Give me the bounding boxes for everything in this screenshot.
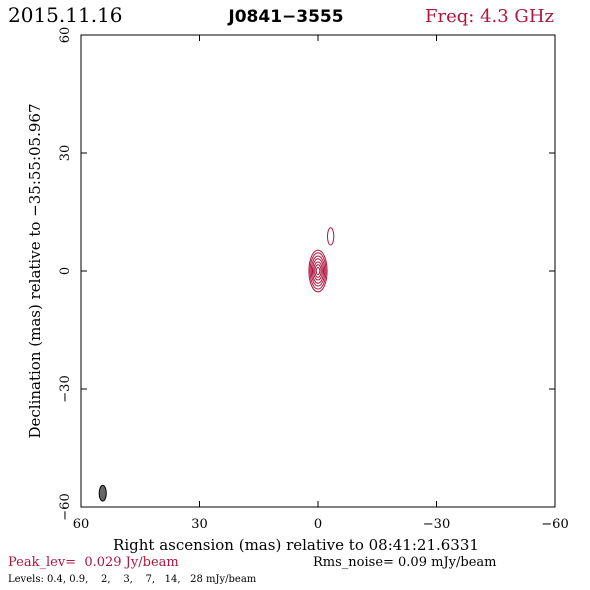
y-tick-label: −60	[58, 493, 73, 520]
x-tick-label: 60	[73, 517, 90, 532]
contour-line	[311, 258, 325, 284]
y-tick-label: −30	[58, 375, 73, 402]
rms-noise: Rms_noise= 0.09 mJy/beam	[313, 555, 496, 570]
plot-frame	[80, 34, 556, 508]
y-axis-label: Declination (mas) relative to −35:55:05.…	[26, 103, 44, 438]
beam-ellipse-group	[98, 484, 107, 502]
x-tick-labels: 60 30 0 −30 −60	[73, 517, 569, 532]
observation-date: 2015.11.16	[8, 3, 123, 27]
x-tick-label: 0	[314, 517, 322, 532]
contour-line	[309, 252, 327, 290]
y-tick-labels: 60 30 0 −30 −60	[58, 27, 73, 521]
contour-line	[326, 227, 335, 246]
source-name: J0841−3555	[227, 7, 343, 27]
contour-levels: Levels: 0.4, 0.9, 2, 3, 7, 14, 28 mJy/be…	[8, 574, 257, 585]
y-tick-label: 30	[58, 145, 73, 162]
x-tick-label: −30	[423, 517, 450, 532]
x-tick-label: 30	[191, 517, 208, 532]
x-tick-label: −60	[541, 517, 568, 532]
contour-line	[314, 264, 322, 278]
peak-level: Peak_lev= 0.029 Jy/beam	[8, 555, 179, 570]
x-ticks	[80, 35, 556, 507]
contour-line	[315, 266, 321, 276]
contour-line	[313, 261, 323, 281]
frequency-label: Freq: 4.3 GHz	[425, 6, 554, 27]
contour-line	[310, 255, 326, 287]
y-tick-label: 0	[58, 267, 73, 275]
x-axis-label: Right ascension (mas) relative to 08:41:…	[113, 536, 479, 554]
y-ticks	[81, 34, 555, 508]
y-tick-label: 60	[58, 27, 73, 44]
contour-lines	[308, 227, 335, 293]
beam-ellipse	[98, 484, 107, 502]
contour-line	[308, 249, 328, 293]
